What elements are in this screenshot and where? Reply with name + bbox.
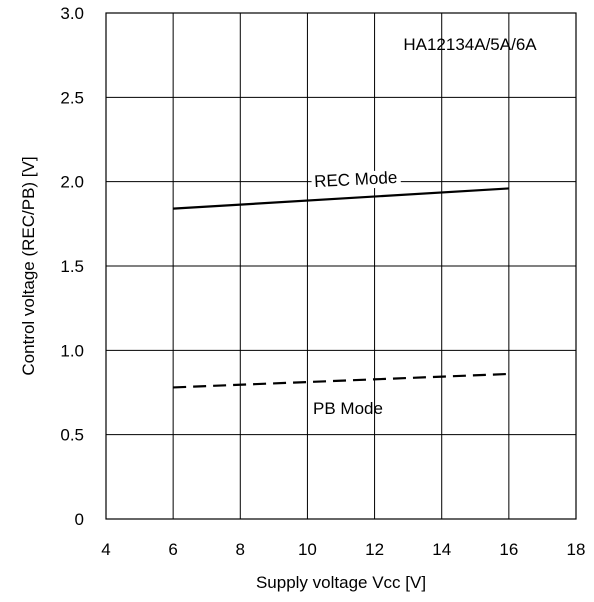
grid	[106, 13, 576, 519]
y-tick-label: 3.0	[60, 4, 84, 23]
x-tick-label: 12	[365, 540, 384, 559]
series-line-rec-mode	[173, 187, 509, 210]
x-tick-label: 14	[432, 540, 451, 559]
x-axis-label: Supply voltage Vcc [V]	[256, 573, 426, 592]
y-tick-label: 2.5	[60, 88, 84, 107]
x-tick-label: 4	[101, 540, 110, 559]
series-label-pb-mode: PB Mode	[313, 399, 383, 418]
y-axis-label: Control voltage (REC/PB) [V]	[19, 156, 38, 375]
y-tick-label: 1.5	[60, 257, 84, 276]
x-tick-label: 6	[168, 540, 177, 559]
y-tick-label: 0.5	[60, 426, 84, 445]
x-tick-label: 16	[499, 540, 518, 559]
x-tick-label: 10	[298, 540, 317, 559]
x-tick-label: 18	[567, 540, 586, 559]
series-line-pb-mode	[173, 372, 509, 389]
plot-frame	[105, 12, 577, 520]
series-label-rec-mode: REC Mode	[314, 168, 398, 191]
series	[173, 187, 509, 389]
tick-labels: 4 6 8 10 12 14 16 18 0 0.5 1.0 1.5 2.0 2.5 3.0	[60, 4, 585, 559]
chart-annotation: HA12134A/5A/6A	[403, 35, 537, 54]
x-tick-label: 8	[236, 540, 245, 559]
y-tick-label: 0	[75, 510, 84, 529]
y-tick-label: 2.0	[60, 173, 84, 192]
y-tick-label: 1.0	[60, 341, 84, 360]
